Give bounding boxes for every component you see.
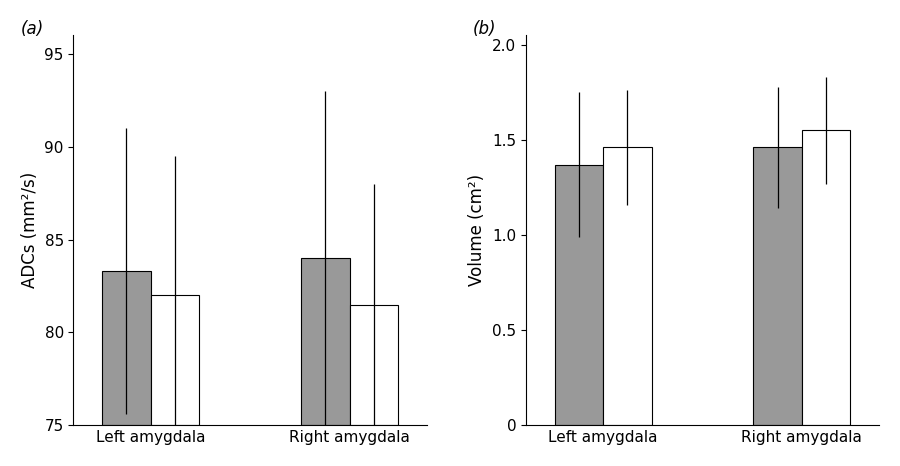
Bar: [753, 147, 802, 425]
Bar: [103, 271, 151, 425]
Bar: [554, 164, 603, 425]
Bar: [151, 295, 200, 425]
Bar: [603, 147, 652, 425]
Bar: [349, 305, 398, 425]
Y-axis label: Volume (cm²): Volume (cm²): [469, 174, 487, 286]
Text: (b): (b): [472, 20, 497, 38]
Bar: [802, 130, 850, 425]
Bar: [301, 258, 349, 425]
Text: (a): (a): [21, 20, 44, 38]
Y-axis label: ADCs (mm²/s): ADCs (mm²/s): [21, 172, 39, 288]
